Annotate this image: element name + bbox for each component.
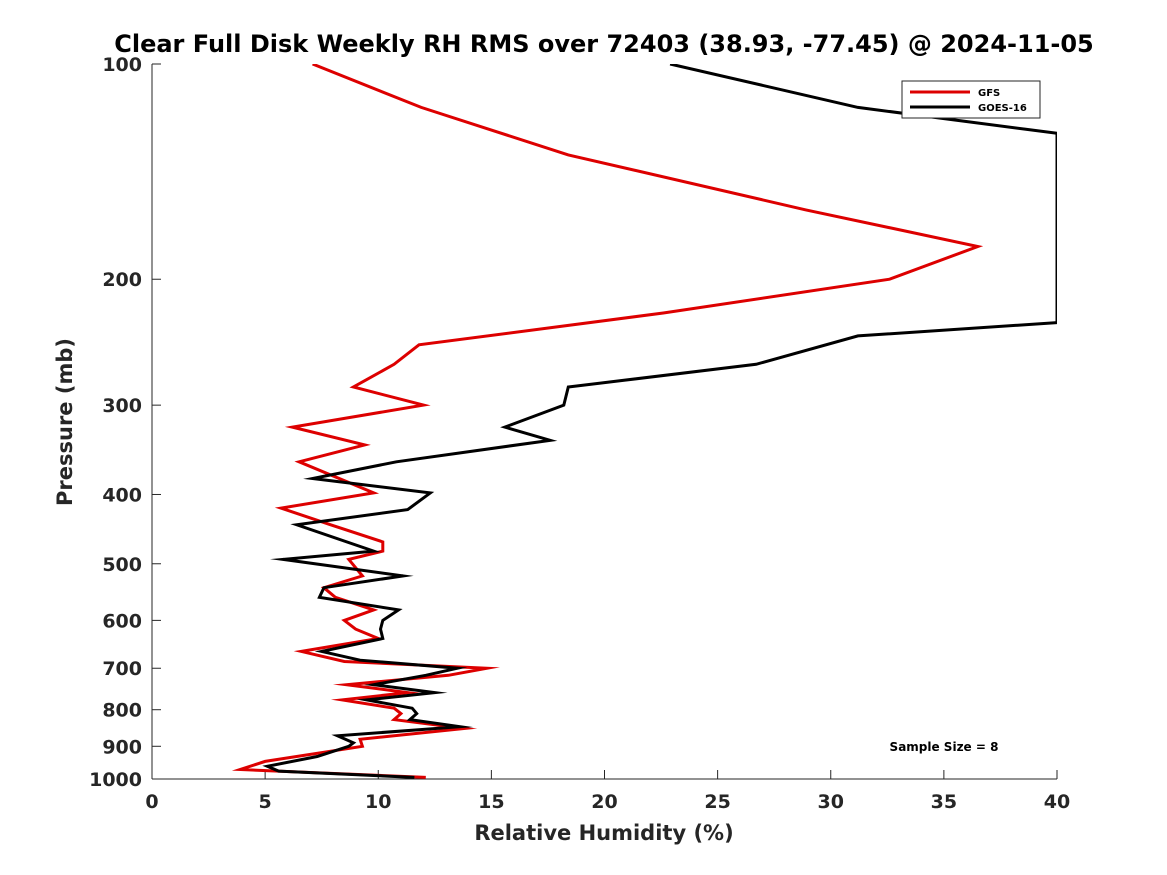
y-axis-label: Pressure (mb): [53, 338, 77, 506]
y-tick-label: 200: [102, 269, 142, 291]
y-tick-label: 700: [102, 658, 142, 680]
x-tick-label: 15: [478, 791, 504, 813]
y-tick-label: 800: [102, 700, 142, 722]
series-line-gfs: [231, 64, 984, 779]
series-line-goes-16: [262, 64, 1057, 779]
y-tick-label: 100: [102, 54, 142, 76]
legend-label: GOES-16: [978, 103, 1027, 114]
chart-title: Clear Full Disk Weekly RH RMS over 72403…: [114, 30, 1094, 58]
legend: GFS GOES-16: [901, 80, 1041, 119]
series-group: [231, 64, 1057, 779]
x-axis-label: Relative Humidity (%): [474, 821, 733, 845]
x-tick-label: 20: [591, 791, 617, 813]
legend-label: GFS: [978, 88, 1000, 99]
x-tick-label: 30: [818, 791, 844, 813]
sample-size-annotation: Sample Size = 8: [890, 740, 999, 754]
y-tick-label: 900: [102, 736, 142, 758]
x-tick-label: 5: [259, 791, 272, 813]
x-tick-label: 25: [704, 791, 730, 813]
plot-area: 0 5 10 15 20 25 30 35 40 100 200 300 400 500 600 700 800…: [89, 54, 1070, 813]
y-tick-label: 600: [102, 610, 142, 632]
y-tick-label: 400: [102, 484, 142, 506]
y-tick-label: 300: [102, 395, 142, 417]
y-tick-label: 1000: [89, 769, 142, 791]
y-tick-label: 500: [102, 554, 142, 576]
x-tick-label: 40: [1044, 791, 1070, 813]
x-tick-label: 10: [365, 791, 391, 813]
x-tick-label: 35: [931, 791, 957, 813]
x-tick-label: 0: [145, 791, 158, 813]
legend-box: [901, 80, 1041, 119]
